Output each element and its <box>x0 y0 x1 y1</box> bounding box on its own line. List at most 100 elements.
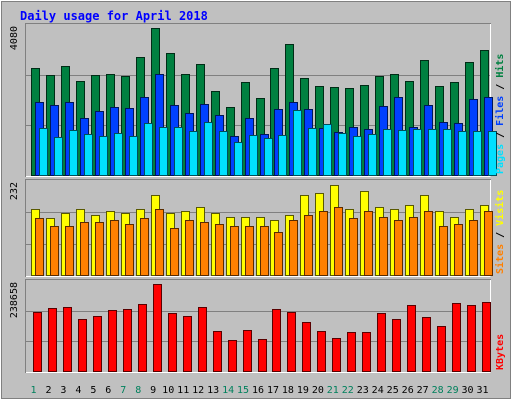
bar-sites-day-26 <box>409 217 418 276</box>
x-tick-label-day-3: 3 <box>60 385 66 396</box>
bar-kbytes-day-16 <box>258 339 267 372</box>
bar-kbytes-day-29 <box>452 303 461 372</box>
bar-kbytes-day-10 <box>168 313 177 372</box>
legend-entry-visits: Visits <box>494 190 506 226</box>
bar-pages-day-16 <box>264 138 273 176</box>
bar-kbytes-day-18 <box>287 312 296 372</box>
bar-pages-day-19 <box>308 128 317 176</box>
bar-sites-day-29 <box>454 224 463 276</box>
legend-entry-sites: Sites <box>494 244 506 274</box>
bar-sites-day-20 <box>319 211 328 276</box>
bar-sites-day-1 <box>35 218 44 276</box>
legend-entry-pages: Pages <box>495 144 506 174</box>
panel-legend: Sites / Visits <box>494 190 506 274</box>
bar-kbytes-day-6 <box>108 310 117 372</box>
bar-sites-day-25 <box>394 220 403 276</box>
bar-pages-day-25 <box>398 130 407 176</box>
x-tick-label-day-12: 12 <box>192 385 204 396</box>
x-tick-label-day-17: 17 <box>267 385 279 396</box>
bar-pages-day-17 <box>278 135 287 176</box>
bar-pages-day-21 <box>338 133 347 176</box>
legend-separator: / <box>495 226 506 244</box>
bar-sites-day-16 <box>260 226 269 276</box>
bar-kbytes-day-23 <box>362 332 371 372</box>
y-axis-max-label: 232 <box>9 182 20 200</box>
chart-title: Daily usage for April 2018 <box>20 9 208 23</box>
bar-pages-day-26 <box>413 129 422 176</box>
bar-sites-day-5 <box>95 222 104 276</box>
bar-pages-day-8 <box>144 123 153 176</box>
x-tick-label-day-5: 5 <box>90 385 96 396</box>
bar-sites-day-27 <box>424 211 433 276</box>
panel-kbytes: 238658 KBytes <box>9 279 506 373</box>
bar-kbytes-day-26 <box>407 305 416 372</box>
bar-sites-day-30 <box>469 220 478 276</box>
bar-pages-day-6 <box>114 133 123 176</box>
x-tick-label-day-11: 11 <box>177 385 189 396</box>
bar-sites-day-22 <box>349 218 358 276</box>
x-tick-label-day-19: 19 <box>297 385 309 396</box>
x-tick-label-day-26: 26 <box>402 385 414 396</box>
bar-pages-day-27 <box>428 129 437 176</box>
legend-separator: / <box>495 78 506 96</box>
bar-kbytes-day-17 <box>272 309 281 372</box>
bar-sites-day-6 <box>110 220 119 276</box>
bar-pages-day-4 <box>84 134 93 176</box>
bar-sites-day-21 <box>334 207 343 276</box>
legend-separator: / <box>495 126 506 144</box>
x-tick-label-day-30: 30 <box>461 385 473 396</box>
bar-pages-day-13 <box>219 131 228 176</box>
bar-sites-day-18 <box>289 220 298 276</box>
bar-sites-day-4 <box>80 222 89 276</box>
x-tick-label-day-10: 10 <box>162 385 174 396</box>
bar-pages-day-29 <box>458 131 467 176</box>
bar-sites-day-23 <box>364 211 373 276</box>
x-tick-label-day-1: 1 <box>30 385 36 396</box>
x-tick-label-day-18: 18 <box>282 385 294 396</box>
bar-kbytes-day-5 <box>93 316 102 372</box>
bar-pages-day-7 <box>129 136 138 176</box>
x-tick-label-day-23: 23 <box>357 385 369 396</box>
bar-sites-day-28 <box>439 226 448 276</box>
bar-sites-day-3 <box>65 226 74 276</box>
panel-legend: Pages / Files / Hits <box>494 54 506 174</box>
bar-pages-day-23 <box>368 134 377 176</box>
bar-pages-day-22 <box>353 136 362 176</box>
bar-pages-day-11 <box>189 131 198 176</box>
bar-kbytes-day-8 <box>138 304 147 372</box>
x-tick-label-day-16: 16 <box>252 385 264 396</box>
x-tick-label-day-31: 31 <box>476 385 488 396</box>
bar-kbytes-day-11 <box>183 316 192 372</box>
bar-kbytes-day-28 <box>437 326 446 372</box>
y-axis-max-label: 4080 <box>9 26 20 50</box>
bar-sites-day-31 <box>484 211 493 276</box>
bar-pages-day-31 <box>488 131 497 176</box>
x-tick-label-day-22: 22 <box>342 385 354 396</box>
bar-pages-day-5 <box>99 136 108 176</box>
x-tick-label-day-2: 2 <box>45 385 51 396</box>
bar-kbytes-day-21 <box>332 338 341 372</box>
bar-pages-day-20 <box>323 124 332 176</box>
bar-kbytes-day-20 <box>317 331 326 372</box>
x-tick-label-day-7: 7 <box>120 385 126 396</box>
bar-sites-day-17 <box>274 232 283 276</box>
bar-pages-day-10 <box>174 127 183 176</box>
legend-entry-kbytes: KBytes <box>495 334 506 370</box>
x-tick-label-day-4: 4 <box>75 385 81 396</box>
bar-sites-day-7 <box>125 224 134 276</box>
x-tick-label-day-27: 27 <box>417 385 429 396</box>
legend-entry-hits: Hits <box>494 54 506 78</box>
bar-kbytes-day-4 <box>78 319 87 372</box>
bar-kbytes-day-15 <box>243 330 252 372</box>
panel-hits-files-pages: 4080 Pages / Files / Hits <box>9 23 506 177</box>
bar-kbytes-day-31 <box>482 302 491 372</box>
x-tick-label-day-9: 9 <box>150 385 156 396</box>
bar-kbytes-day-27 <box>422 317 431 372</box>
bar-kbytes-day-30 <box>467 305 476 372</box>
bar-sites-day-10 <box>170 228 179 276</box>
panel-visits-sites: 232 Sites / Visits <box>9 179 506 277</box>
bar-pages-day-18 <box>293 110 302 176</box>
